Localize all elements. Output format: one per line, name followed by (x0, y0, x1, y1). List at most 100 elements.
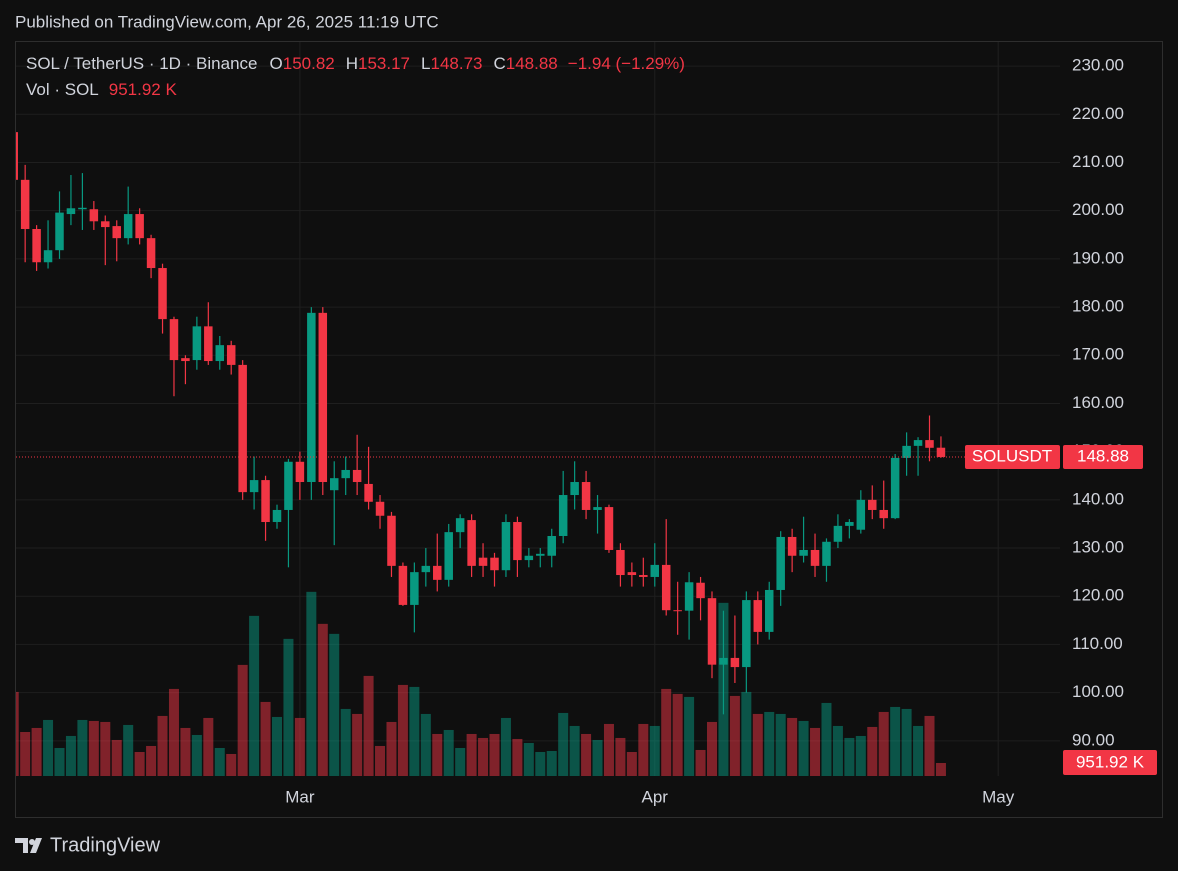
volume-bar (16, 691, 19, 776)
candle-body (799, 549, 808, 556)
volume-bar (878, 711, 889, 776)
volume-bar (649, 725, 660, 776)
volume-bar (603, 723, 614, 776)
volume-bar (397, 684, 408, 776)
candle-body (570, 482, 579, 496)
volume-bar (810, 727, 821, 776)
candle-body (696, 582, 705, 599)
volume-bar (409, 686, 420, 776)
volume-bar (592, 739, 603, 776)
volume-bar (100, 721, 111, 776)
volume-bar (672, 693, 683, 776)
candle-body (513, 522, 522, 561)
volume-bar (237, 664, 248, 776)
candle-body (593, 507, 602, 510)
candle-body (32, 228, 41, 263)
y-tick-label: 130.00 (1072, 538, 1124, 557)
volume-bar (523, 742, 534, 776)
candle-body (753, 600, 763, 632)
candle-body (181, 358, 190, 362)
candle-body (444, 532, 453, 580)
volume-bar (626, 751, 637, 776)
volume-bar (31, 727, 42, 776)
candle-body (845, 522, 854, 526)
y-tick-label: 220.00 (1072, 104, 1124, 123)
volume-bar (764, 711, 775, 776)
change: −1.94 (−1.29%) (568, 54, 685, 73)
candle-body (123, 214, 133, 239)
candle-body (146, 238, 156, 269)
candle-body (707, 598, 717, 665)
candle-body (810, 549, 820, 566)
volume-bar (775, 713, 786, 776)
grid (16, 42, 1060, 776)
candle-body (822, 541, 831, 566)
volume-bar (466, 733, 477, 776)
volume-bar (283, 638, 294, 776)
volume-badge (1063, 750, 1157, 775)
candle-body (158, 268, 167, 320)
volume-pane (16, 591, 946, 776)
candle-body (284, 461, 293, 510)
candle-body (329, 478, 339, 491)
ohlc-value: 150.82 (283, 54, 335, 73)
candle-body (66, 208, 76, 215)
ohlc-label: C (493, 54, 505, 73)
candle-body (650, 564, 660, 577)
volume-bar (684, 696, 695, 776)
candle-body (352, 469, 362, 483)
candle-body (730, 657, 740, 668)
volume-bar (729, 695, 740, 776)
volume-bar (134, 751, 145, 776)
volume-bar (638, 723, 649, 776)
volume-bar (867, 726, 878, 776)
candle-body (673, 610, 682, 612)
candle-body (742, 600, 751, 668)
volume-bar (77, 719, 88, 776)
candle-body (318, 312, 328, 483)
volume-bar (546, 750, 557, 776)
y-tick-label: 210.00 (1072, 152, 1124, 171)
candle-body (226, 345, 236, 365)
volume-bar (615, 737, 626, 776)
candle-body (764, 589, 774, 632)
candle-body (604, 507, 614, 550)
volume-bar (535, 751, 546, 776)
symbol-line: SOL / TetherUS · 1D · Binance (26, 54, 258, 73)
candle-body (307, 312, 316, 483)
volume-bar (420, 713, 431, 776)
volume-bar (855, 735, 866, 776)
volume-bar (832, 725, 843, 776)
volume-bar (375, 745, 386, 776)
x-tick-label: Mar (285, 787, 315, 806)
ohlc-label: H (346, 54, 358, 73)
candle-body (936, 447, 946, 458)
candle-body (558, 495, 568, 536)
volume-bar (43, 719, 54, 776)
candle-body (787, 536, 797, 556)
volume-bar (203, 717, 214, 776)
volume-bar (741, 691, 752, 776)
volume-bar (157, 715, 168, 776)
logo-mark (15, 838, 42, 853)
volume-bar (821, 702, 832, 776)
candle-body (410, 572, 419, 605)
axes: 90.00100.00110.00120.00130.00140.00150.0… (285, 56, 1157, 806)
y-tick-label: 170.00 (1072, 345, 1124, 364)
volume-bar (214, 747, 225, 776)
y-tick-label: 110.00 (1072, 634, 1123, 653)
y-tick-label: 180.00 (1072, 297, 1124, 316)
volume-bar (260, 701, 271, 776)
brand-logo (15, 838, 42, 853)
y-tick-label: 190.00 (1072, 248, 1124, 267)
y-tick-label: 90.00 (1072, 730, 1115, 749)
volume-badge-label: 951.92 K (1076, 752, 1145, 771)
candle-body (547, 535, 556, 556)
candle-body (719, 657, 728, 665)
candle-body (135, 214, 144, 239)
price-badge-label: 148.88 (1077, 447, 1129, 466)
x-tick-label: May (982, 787, 1015, 806)
volume-bar (935, 762, 946, 776)
volume-bar (558, 712, 569, 776)
